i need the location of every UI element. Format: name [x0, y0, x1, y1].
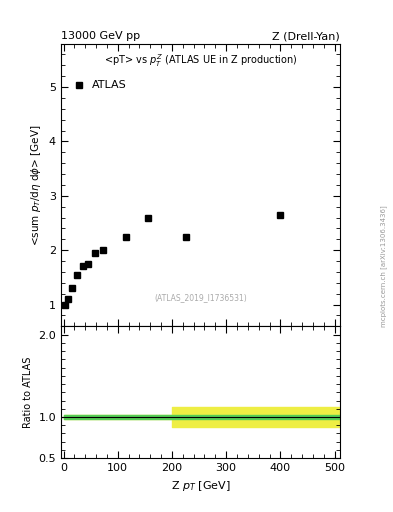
Text: (ATLAS_2019_I1736531): (ATLAS_2019_I1736531)	[154, 293, 247, 303]
Text: ATLAS: ATLAS	[92, 79, 127, 90]
Text: Z (Drell-Yan): Z (Drell-Yan)	[272, 31, 340, 41]
Text: <pT> vs $p_T^Z$ (ATLAS UE in Z production): <pT> vs $p_T^Z$ (ATLAS UE in Z productio…	[103, 52, 298, 69]
X-axis label: Z $p_T$ [GeV]: Z $p_T$ [GeV]	[171, 479, 230, 493]
Text: mcplots.cern.ch [arXiv:1306.3436]: mcplots.cern.ch [arXiv:1306.3436]	[380, 205, 387, 327]
Text: 13000 GeV pp: 13000 GeV pp	[61, 31, 140, 41]
Y-axis label: <sum $p_T$/d$\eta$ d$\phi$> [GeV]: <sum $p_T$/d$\eta$ d$\phi$> [GeV]	[29, 124, 43, 246]
Y-axis label: Ratio to ATLAS: Ratio to ATLAS	[23, 356, 33, 428]
